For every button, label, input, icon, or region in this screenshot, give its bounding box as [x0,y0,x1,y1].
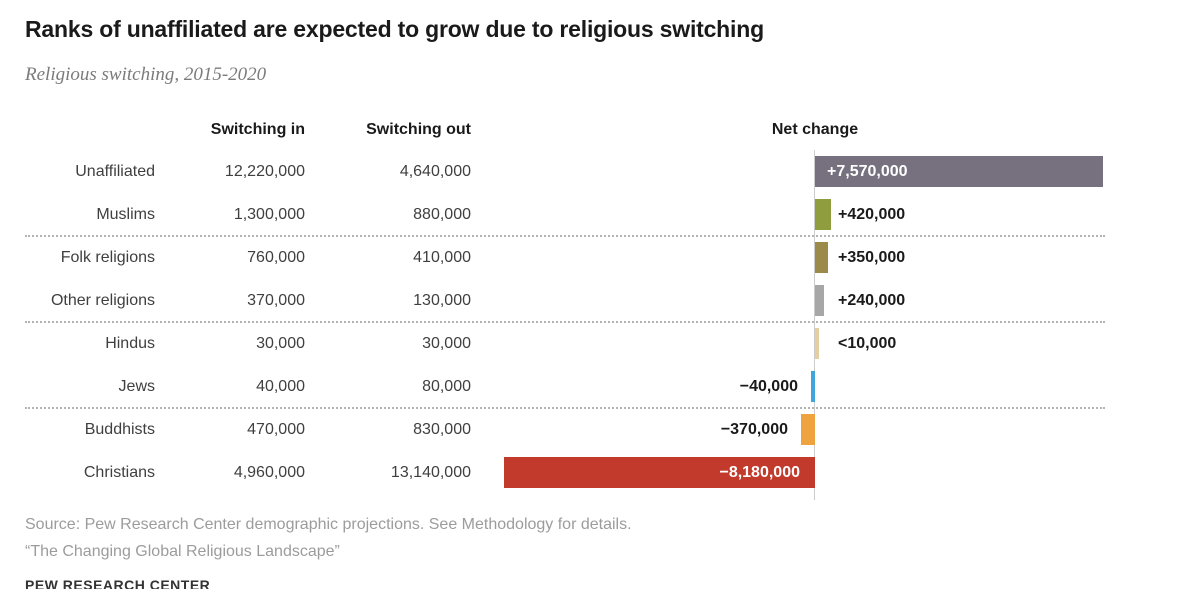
table-row: Jews 40,000 80,000 −40,000 [0,365,1200,408]
table-row: Folk religions 760,000 410,000 +350,000 [0,236,1200,279]
net-change-label: +240,000 [838,292,906,309]
switching-in-value: 12,220,000 [224,163,305,180]
net-change-bar [811,371,815,402]
table-row: Christians 4,960,000 13,140,000 −8,180,000 [0,451,1200,494]
source-line-2: “The Changing Global Religious Landscape… [25,543,340,560]
net-change-bar [815,285,824,316]
pew-research-center-wordmark: PEW RESEARCH CENTER [25,577,211,589]
source-note: Source: Pew Research Center demographic … [25,511,632,565]
switching-in-value: 1,300,000 [233,206,305,223]
switching-out-value: 410,000 [413,249,471,266]
table-row: Muslims 1,300,000 880,000 +420,000 [0,193,1200,236]
switching-out-value: 30,000 [422,335,471,352]
chart-title: Ranks of unaffiliated are expected to gr… [25,16,764,42]
switching-in-value: 760,000 [247,249,305,266]
switching-out-value: 880,000 [413,206,471,223]
net-change-label: +420,000 [838,206,906,223]
row-label: Jews [118,378,155,395]
dotted-group-divider [25,235,1105,237]
switching-out-value: 4,640,000 [399,163,471,180]
chart-subtitle: Religious switching, 2015-2020 [25,64,267,85]
net-change-label: −370,000 [720,421,788,438]
net-change-label: +7,570,000 [827,163,908,180]
switching-out-value: 13,140,000 [390,464,471,481]
switching-out-value: 830,000 [413,421,471,438]
table-row: Unaffiliated 12,220,000 4,640,000 +7,570,00… [0,150,1200,193]
source-line-1: Source: Pew Research Center demographic … [25,516,632,533]
net-change-bar [801,414,815,445]
table-row: Buddhists 470,000 830,000 −370,000 [0,408,1200,451]
net-change-label: −40,000 [739,378,798,395]
switching-in-value: 4,960,000 [233,464,305,481]
table-row: Hindus 30,000 30,000 <10,000 [0,322,1200,365]
row-label: Buddhists [84,421,155,438]
net-change-label: +350,000 [838,249,906,266]
row-label: Hindus [105,335,155,352]
dotted-group-divider [25,321,1105,323]
row-label: Unaffiliated [75,163,155,180]
column-header-switching-out: Switching out [366,121,471,138]
switching-in-value: 470,000 [247,421,305,438]
switching-in-value: 370,000 [247,292,305,309]
zero-baseline-axis [814,150,815,500]
switching-in-value: 40,000 [256,378,305,395]
net-change-bar [504,457,815,488]
row-label: Folk religions [60,249,155,266]
net-change-bar [815,242,828,273]
switching-in-value: 30,000 [256,335,305,352]
net-change-label: <10,000 [838,335,897,352]
dotted-group-divider [25,407,1105,409]
net-change-bar [815,156,1103,187]
column-header-switching-in: Switching in [210,121,305,138]
switching-out-value: 130,000 [413,292,471,309]
table-row: Other religions 370,000 130,000 +240,000 [0,279,1200,322]
row-label: Muslims [96,206,155,223]
net-change-bar [815,199,831,230]
row-label: Christians [83,464,155,481]
row-label: Other religions [50,292,155,309]
net-change-bar [815,328,819,359]
switching-out-value: 80,000 [422,378,471,395]
net-change-label: −8,180,000 [719,464,800,481]
column-header-net-change: Net change [771,121,859,138]
